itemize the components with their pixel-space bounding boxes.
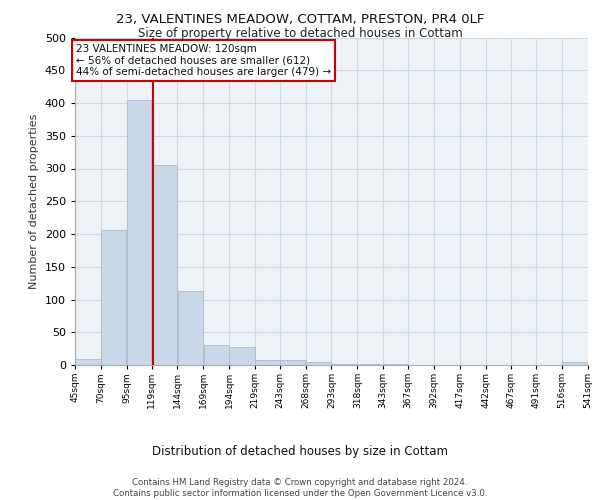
Y-axis label: Number of detached properties: Number of detached properties — [29, 114, 39, 289]
Bar — [178, 291, 203, 365]
Text: 23, VALENTINES MEADOW, COTTAM, PRESTON, PR4 0LF: 23, VALENTINES MEADOW, COTTAM, PRESTON, … — [116, 12, 484, 26]
Text: Distribution of detached houses by size in Cottam: Distribution of detached houses by size … — [152, 444, 448, 458]
Bar — [383, 364, 408, 365]
Bar — [332, 364, 357, 365]
Bar — [306, 362, 331, 365]
Bar — [203, 346, 229, 365]
Text: Contains HM Land Registry data © Crown copyright and database right 2024.
Contai: Contains HM Land Registry data © Crown c… — [113, 478, 487, 498]
Bar — [229, 348, 255, 365]
Bar — [255, 360, 280, 365]
Bar — [562, 362, 588, 365]
Bar — [358, 364, 383, 365]
Bar — [127, 100, 151, 365]
Bar — [280, 360, 305, 365]
Bar — [101, 230, 127, 365]
Bar — [75, 359, 101, 365]
Bar — [152, 165, 177, 365]
Text: 23 VALENTINES MEADOW: 120sqm
← 56% of detached houses are smaller (612)
44% of s: 23 VALENTINES MEADOW: 120sqm ← 56% of de… — [76, 44, 331, 77]
Text: Size of property relative to detached houses in Cottam: Size of property relative to detached ho… — [137, 28, 463, 40]
